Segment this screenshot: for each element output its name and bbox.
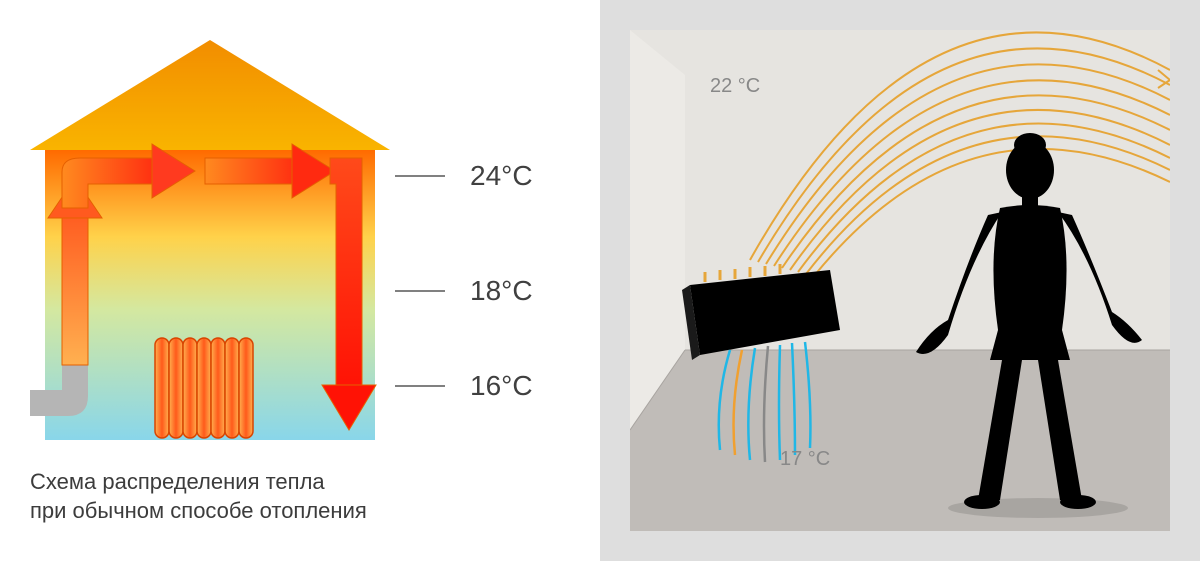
left-panel: 24°C 18°C 16°C Схема распределения тепла… (0, 0, 600, 561)
ir-top-temp: 22 °C (710, 75, 760, 98)
temp-label-24: 24°C (470, 160, 533, 192)
temp-tick-18 (395, 290, 445, 292)
house-roof (30, 40, 390, 150)
right-panel: 22 °C 17 °C (600, 0, 1200, 561)
ir-room-svg (630, 30, 1170, 531)
ir-bottom-temp: 17 °C (780, 448, 830, 471)
right-inner-frame: 22 °C 17 °C (630, 30, 1170, 531)
temp-tick-16 (395, 385, 445, 387)
caption-line2: при обычном способе отопления (30, 498, 367, 523)
radiator (155, 338, 253, 438)
person-shadow (948, 498, 1128, 518)
temp-tick-24 (395, 175, 445, 177)
temp-label-16: 16°C (470, 370, 533, 402)
house-diagram (30, 40, 390, 440)
diagram-caption: Схема распределения тепла при обычном сп… (30, 467, 367, 526)
temp-label-18: 18°C (470, 275, 533, 307)
caption-line1: Схема распределения тепла (30, 469, 325, 494)
